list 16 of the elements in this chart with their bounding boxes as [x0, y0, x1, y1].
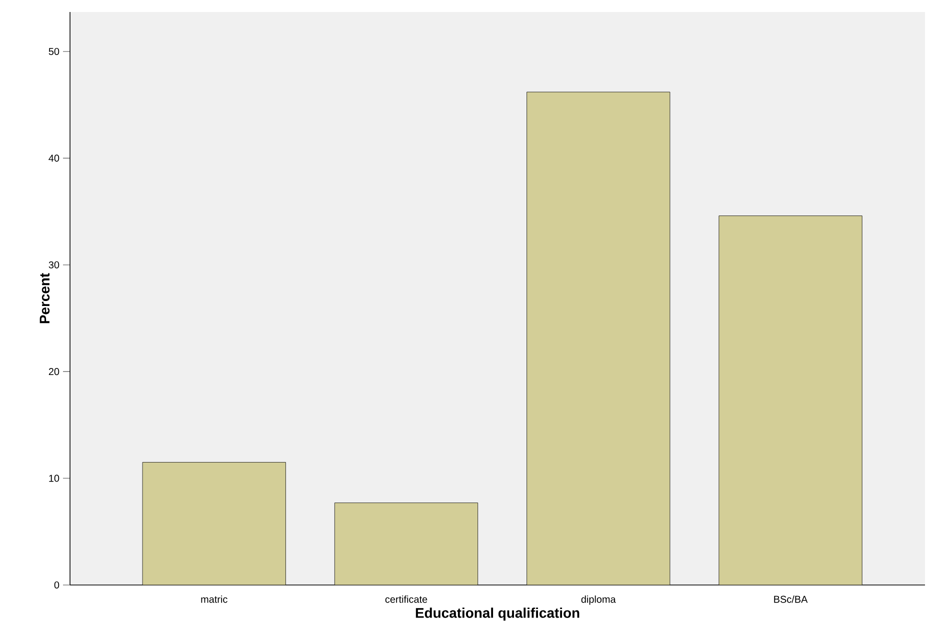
y-tick-label: 30	[48, 261, 60, 268]
bar	[142, 462, 286, 585]
x-tick-label: BSc/BA	[774, 596, 808, 603]
x-axis-title: Educational qualification	[416, 608, 580, 621]
bar	[718, 216, 862, 585]
y-tick-label: 40	[48, 154, 60, 162]
bar	[334, 502, 478, 585]
x-tick-label: diploma	[581, 596, 616, 605]
y-tick-label: 0	[54, 581, 60, 589]
x-tick-label: matric	[201, 596, 228, 603]
y-axis-title: Percent	[40, 273, 50, 324]
y-tick-label: 50	[48, 48, 60, 55]
bar	[526, 92, 670, 585]
x-tick-label: certificate	[385, 596, 428, 603]
y-tick-label: 10	[49, 474, 60, 482]
y-tick-label: 20	[48, 368, 60, 376]
